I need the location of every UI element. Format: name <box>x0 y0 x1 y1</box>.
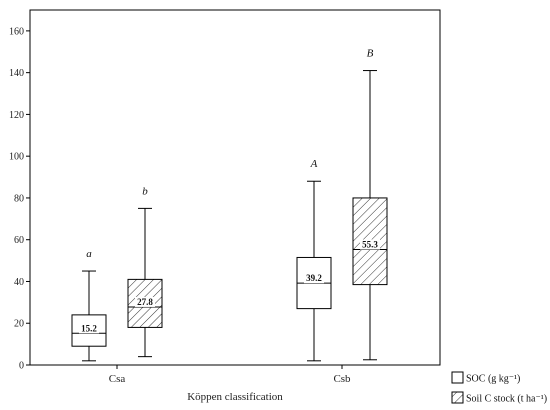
y-tick-label: 120 <box>9 110 24 121</box>
y-tick-label: 0 <box>19 361 24 372</box>
y-axis: 0 20 40 60 80 100 120 140 160 <box>9 26 30 372</box>
legend-swatch <box>451 371 464 384</box>
y-tick-label: 20 <box>14 319 24 330</box>
significance-letter: A <box>310 158 318 170</box>
y-tick-label: 80 <box>14 193 24 204</box>
median-label-bg <box>135 296 155 307</box>
y-tick-label: 100 <box>9 152 24 163</box>
y-tick-label: 40 <box>14 277 24 288</box>
significance-letter: B <box>367 48 374 60</box>
significance-letter: a <box>86 248 92 260</box>
median-label: 39.2 <box>306 273 322 283</box>
legend-swatch <box>451 391 464 404</box>
median-label-bg <box>360 239 380 250</box>
significance-letter: b <box>142 185 148 197</box>
median-label: 27.8 <box>137 297 153 307</box>
x-axis: Csa Csb <box>109 365 351 385</box>
median-label: 55.3 <box>362 240 378 250</box>
y-tick-label: 140 <box>9 68 24 79</box>
legend: SOC (g kg⁻¹) Soil C stock (t ha⁻¹) <box>451 371 547 405</box>
median-label-bg <box>304 273 324 284</box>
y-tick-label: 160 <box>9 26 24 37</box>
x-tick-label: Csa <box>109 373 126 385</box>
legend-label: SOC (g kg⁻¹) <box>466 374 520 385</box>
legend-label: Soil C stock (t ha⁻¹) <box>466 394 547 405</box>
median-label: 15.2 <box>81 323 97 333</box>
plot-frame <box>29 9 441 366</box>
median-label-bg <box>79 323 99 334</box>
boxes-group: 15.2 a 39.2 A 27.8 b 55.3 B <box>71 48 388 362</box>
y-tick-label: 60 <box>14 235 24 246</box>
x-tick-label: Csb <box>333 373 351 385</box>
x-axis-title: Köppen classification <box>187 391 283 403</box>
